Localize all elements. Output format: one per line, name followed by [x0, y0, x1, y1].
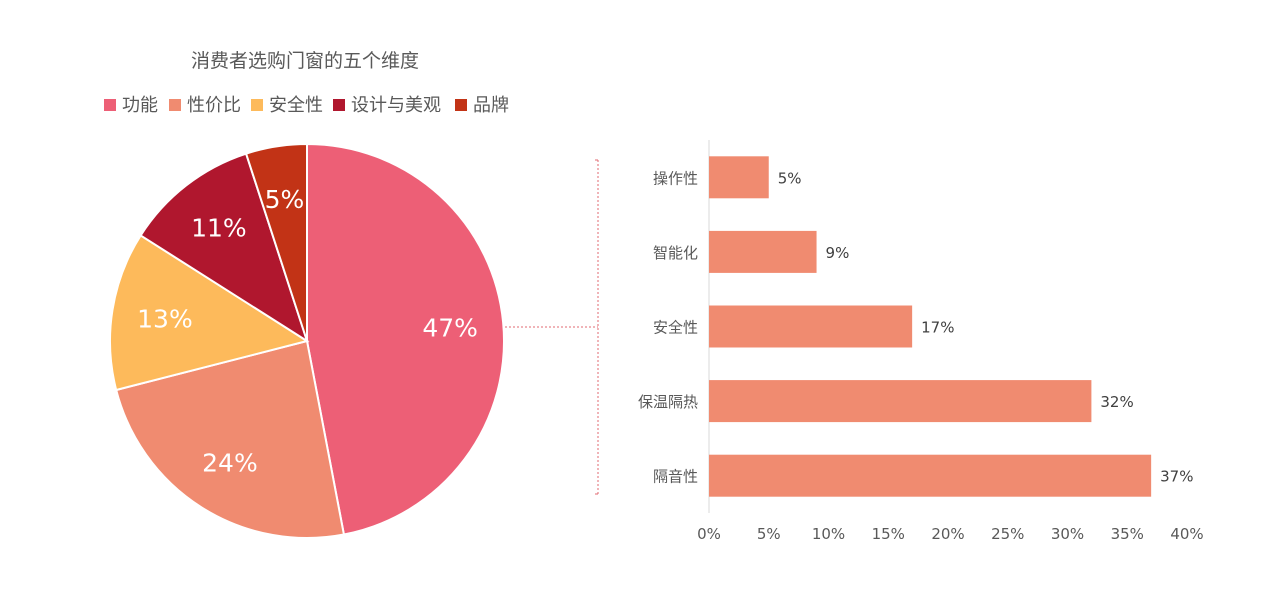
pie-slice [306, 142, 505, 536]
legend-swatch [251, 99, 263, 111]
bar-data-label: 32% [1100, 393, 1133, 411]
bar-chart: 操作性 5% 智能化 9% 安全性 17% 保温隔热 32% 隔音性 37% 0% 5% 10% 15% 2… [638, 140, 1204, 543]
bar-category-label: 安全性 [653, 319, 698, 337]
bar [709, 454, 1152, 497]
legend-swatch [455, 99, 467, 111]
x-tick-label: 40% [1170, 525, 1203, 543]
bar [709, 305, 913, 348]
pie-legend: 功能 性价比 安全性 设计与美观 品牌 [104, 95, 509, 116]
x-tick-label: 35% [1111, 525, 1144, 543]
legend-swatch [104, 99, 116, 111]
bar [709, 230, 817, 273]
bar-data-label: 5% [778, 169, 802, 187]
x-tick-label: 25% [991, 525, 1024, 543]
pie-data-label: 13% [137, 305, 193, 334]
pie-bar-connector [505, 159, 599, 495]
legend-swatch [169, 99, 181, 111]
legend-label: 功能 [122, 95, 158, 116]
legend-label: 性价比 [187, 95, 241, 116]
legend-swatch [333, 99, 345, 111]
x-tick-label: 30% [1051, 525, 1084, 543]
pie-slice [139, 152, 309, 344]
pie-slice [244, 142, 308, 342]
pie-data-label: 5% [265, 185, 305, 214]
bar-category-label: 保温隔热 [638, 393, 698, 411]
bar-category-label: 智能化 [653, 244, 698, 262]
pie-title: 消费者选购门窗的五个维度 [191, 50, 419, 72]
bar [709, 380, 1092, 423]
pie-chart: 47% 24% 13% 11% 5% [109, 142, 505, 539]
legend-label: 设计与美观 [351, 95, 441, 116]
pie-slice [114, 339, 346, 539]
bar [709, 156, 769, 199]
pie-data-label: 11% [191, 213, 247, 242]
bar-data-label: 17% [921, 319, 954, 337]
x-tick-label: 0% [697, 525, 721, 543]
bar-data-label: 9% [826, 244, 850, 262]
pie-data-label: 24% [202, 448, 258, 477]
bar-category-label: 隔音性 [653, 468, 698, 486]
x-tick-label: 15% [872, 525, 905, 543]
x-tick-label: 20% [931, 525, 964, 543]
x-tick-label: 5% [757, 525, 781, 543]
pie-data-label: 47% [422, 313, 478, 342]
pie-slice [109, 234, 310, 392]
x-tick-label: 10% [812, 525, 845, 543]
legend-label: 安全性 [269, 95, 323, 116]
legend-label: 品牌 [473, 95, 509, 116]
bar-category-label: 操作性 [653, 169, 698, 187]
bar-data-label: 37% [1160, 468, 1193, 486]
